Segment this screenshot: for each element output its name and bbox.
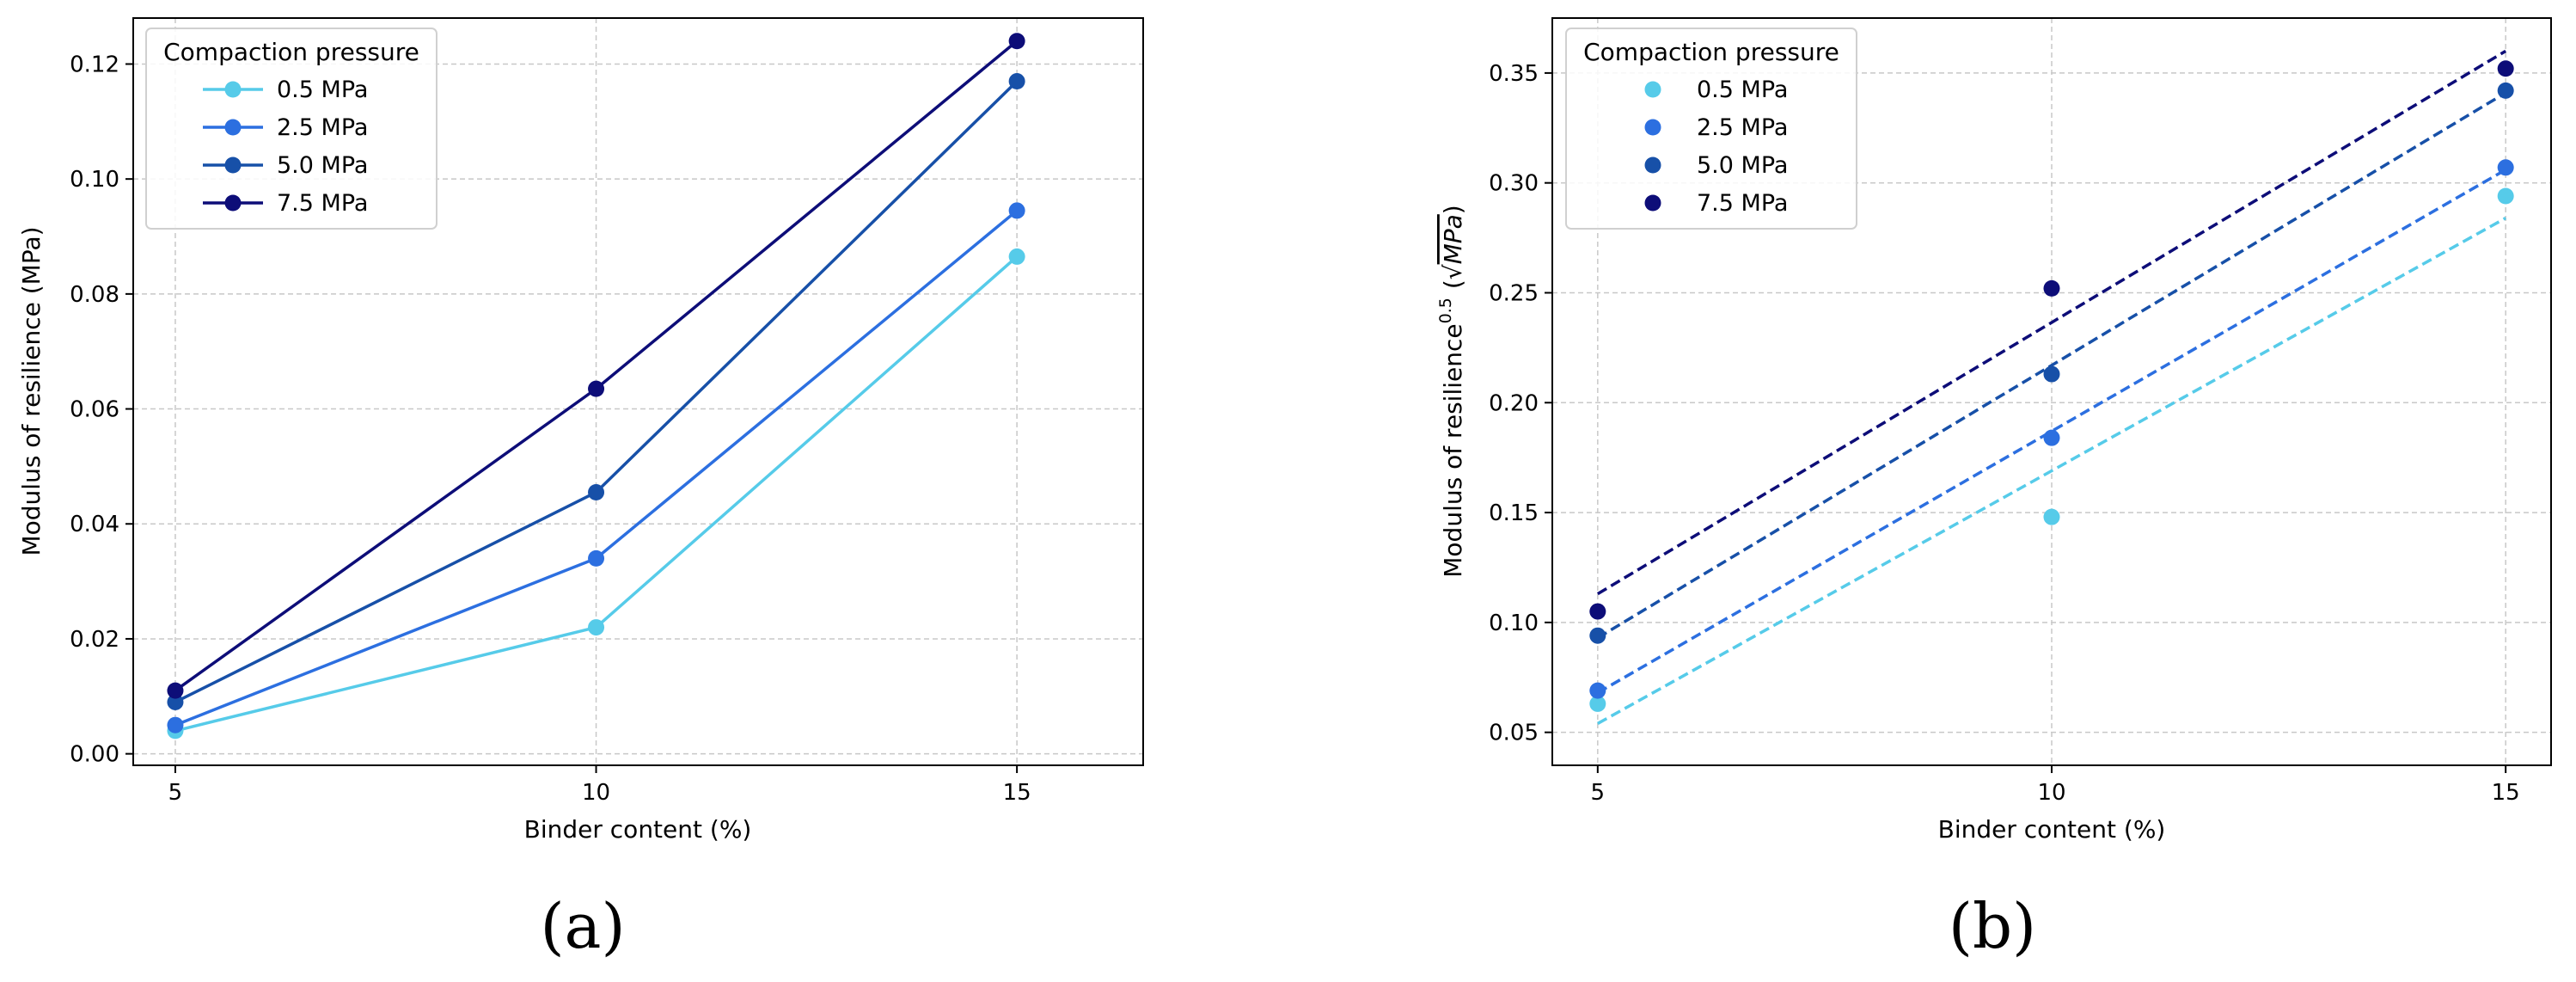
panel-b-point-5-0-mpa <box>2043 365 2060 383</box>
panel-a-point-2-5-mpa <box>167 716 184 733</box>
panel-b-y-axis-title-main: Modulus of resilience <box>1439 323 1467 577</box>
panel-a-point-2-5-mpa <box>588 549 605 567</box>
panel-a-plot-frame <box>132 17 1144 766</box>
panel-b-y-axis-title-close: ) <box>1439 205 1467 214</box>
panel-b-legend-marker-2-5-mpa <box>1644 119 1661 136</box>
panel-b-legend-marker-0-5-mpa <box>1644 81 1661 98</box>
panel-b-point-5-0-mpa <box>2497 82 2514 99</box>
panel-a-y-tick-label: 0.00 <box>70 742 119 768</box>
panel-a-y-axis-title: Modulus of resilience (MPa) <box>17 226 46 555</box>
panel-b-point-7-5-mpa <box>2497 60 2514 77</box>
panel-b-fit-line-2-5-mpa <box>1596 168 2507 695</box>
panel-a-y-tick-label: 0.06 <box>70 397 119 423</box>
panel-a-x-tick-label: 10 <box>582 780 610 806</box>
panel-a-legend-marker-2-5-mpa <box>224 119 242 136</box>
panel-b-y-tick-label: 0.30 <box>1489 171 1539 197</box>
panel-b-legend-label-7-5-mpa: 7.5 MPa <box>1697 190 1788 217</box>
panel-a-point-5-0-mpa <box>167 693 184 710</box>
panel-a-y-ticks: 0.00 0.02 0.04 0.06 0.08 0.10 0.12 <box>70 52 133 768</box>
panel-b-y-tick-label: 0.10 <box>1489 611 1539 636</box>
panel-b: 5 10 15 0.05 0.10 0.15 0.20 0.25 0.30 0.35 Binde… <box>1436 17 2552 962</box>
panel-b-legend-box <box>1565 28 1857 230</box>
panel-b-y-axis-title: Modulus of resilience0.5 (√MPa) <box>1436 205 1467 577</box>
panel-b-y-tick-label: 0.20 <box>1489 390 1539 416</box>
panel-b-point-2-5-mpa <box>1589 682 1606 699</box>
panel-a-label: (a) <box>540 890 625 962</box>
panel-a-series <box>167 33 1025 740</box>
panel-b-point-7-5-mpa <box>1589 603 1606 620</box>
panel-a-y-tick-label: 0.12 <box>70 52 119 77</box>
panel-b-legend-marker-5-0-mpa <box>1644 157 1661 174</box>
panel-b-point-5-0-mpa <box>1589 627 1606 644</box>
panel-a-legend-marker-7-5-mpa <box>224 194 242 212</box>
panel-a-y-tick-label: 0.10 <box>70 167 119 193</box>
panel-b-legend-label-2-5-mpa: 2.5 MPa <box>1697 114 1788 141</box>
panel-b-legend-marker-7-5-mpa <box>1644 194 1661 212</box>
panel-a-x-axis-title: Binder content (%) <box>524 815 752 844</box>
panel-b-x-tick-label: 10 <box>2037 780 2065 806</box>
panel-a-legend: Compaction pressure 0.5 MPa 2.5 MPa 5.0 MP… <box>145 28 437 230</box>
panel-a-point-0-5-mpa <box>1008 248 1025 265</box>
panel-a-x-tick-label: 5 <box>168 780 183 806</box>
panel-a-point-7-5-mpa <box>1008 33 1025 50</box>
panel-a-legend-marker-5-0-mpa <box>224 157 242 174</box>
panel-b-label: (b) <box>1949 890 2036 962</box>
panel-a: 5 10 15 0.00 0.02 0.04 0.06 0.08 0.10 0.12 Binde… <box>17 17 1144 962</box>
panel-b-fit-line-7-5-mpa <box>1596 49 2507 596</box>
panel-b-x-ticks: 5 10 15 <box>1591 765 2520 806</box>
panel-b-legend-title: Compaction pressure <box>1583 38 1839 66</box>
panel-b-y-tick-label: 0.35 <box>1489 61 1539 87</box>
panel-b-x-tick-label: 15 <box>2492 780 2520 806</box>
panel-b-point-0-5-mpa <box>2043 508 2060 525</box>
panel-b-point-0-5-mpa <box>1589 695 1606 712</box>
panel-b-x-axis-title: Binder content (%) <box>1938 815 2166 844</box>
panel-b-legend: Compaction pressure 0.5 MPa 2.5 MPa 5.0 MP… <box>1565 28 1857 230</box>
panel-a-point-7-5-mpa <box>588 380 605 397</box>
panel-b-y-tick-label: 0.05 <box>1489 721 1539 746</box>
panel-b-x-tick-label: 5 <box>1591 780 1606 806</box>
panel-b-y-tick-label: 0.25 <box>1489 280 1539 306</box>
panel-a-legend-title: Compaction pressure <box>163 38 419 66</box>
panel-b-legend-label-0-5-mpa: 0.5 MPa <box>1697 77 1788 103</box>
panel-b-y-axis-title-open: (√ <box>1439 264 1467 289</box>
panel-a-y-tick-label: 0.04 <box>70 512 119 537</box>
panel-b-point-2-5-mpa <box>2043 429 2060 446</box>
panel-a-legend-label-0-5-mpa: 0.5 MPa <box>277 77 368 103</box>
panel-b-fit-line-0-5-mpa <box>1596 217 2507 725</box>
panel-b-legend-label-5-0-mpa: 5.0 MPa <box>1697 152 1788 179</box>
panel-a-legend-label-5-0-mpa: 5.0 MPa <box>277 152 368 179</box>
panel-b-point-7-5-mpa <box>2043 279 2060 297</box>
panel-a-point-2-5-mpa <box>1008 202 1025 219</box>
panel-a-point-0-5-mpa <box>588 619 605 636</box>
panel-b-point-0-5-mpa <box>2497 187 2514 205</box>
panel-a-x-ticks: 5 10 15 <box>168 765 1031 806</box>
panel-b-series <box>1589 49 2514 725</box>
panel-a-x-tick-label: 15 <box>1003 780 1031 806</box>
panel-a-y-tick-label: 0.02 <box>70 627 119 653</box>
panel-b-y-axis-title-exponent: 0.5 <box>1436 298 1455 323</box>
panel-a-legend-label-2-5-mpa: 2.5 MPa <box>277 114 368 141</box>
panel-a-legend-marker-0-5-mpa <box>224 81 242 98</box>
panel-a-point-5-0-mpa <box>1008 73 1025 90</box>
panel-a-point-5-0-mpa <box>588 483 605 500</box>
panel-b-fit-line-5-0-mpa <box>1596 91 2507 640</box>
panel-a-legend-box <box>145 28 437 230</box>
panel-b-y-axis-title-unit: MPa <box>1439 214 1467 264</box>
panel-b-point-2-5-mpa <box>2497 159 2514 176</box>
panel-a-point-7-5-mpa <box>167 682 184 699</box>
panel-a-y-tick-label: 0.08 <box>70 282 119 308</box>
panel-a-legend-label-7-5-mpa: 7.5 MPa <box>277 190 368 217</box>
panel-b-y-tick-label: 0.15 <box>1489 500 1539 526</box>
panel-b-y-ticks: 0.05 0.10 0.15 0.20 0.25 0.30 0.35 <box>1489 61 1552 746</box>
